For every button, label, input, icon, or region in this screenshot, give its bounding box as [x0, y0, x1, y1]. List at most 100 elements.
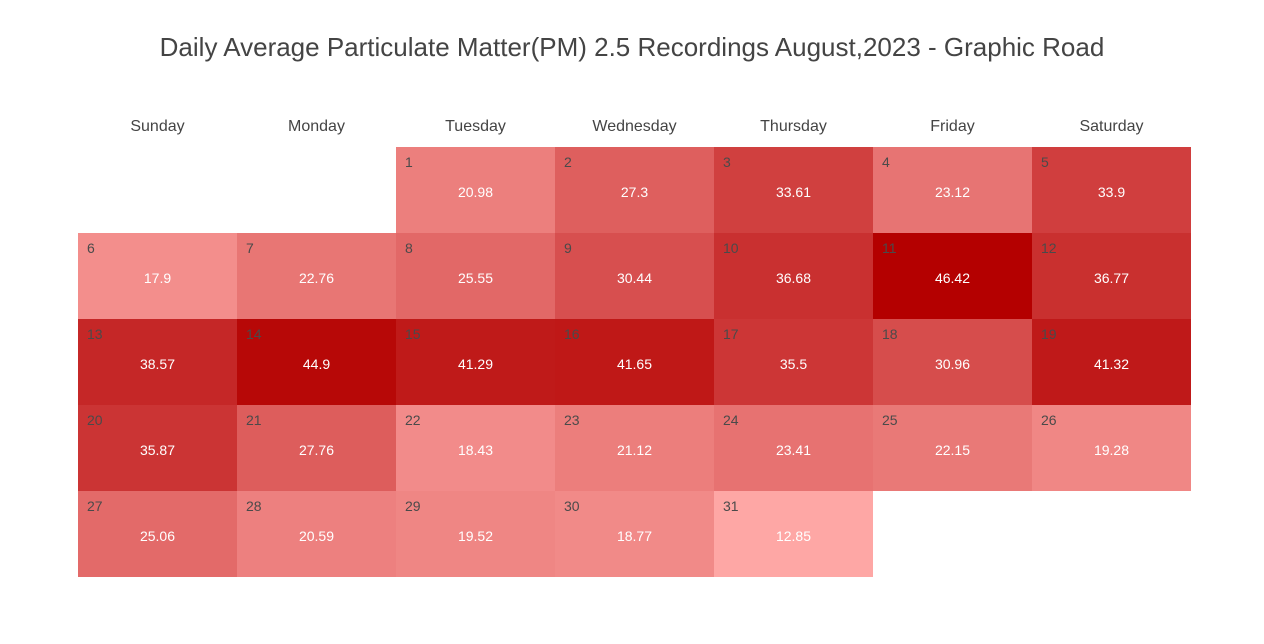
- heatmap-cell-day-21: 21 27.76: [237, 405, 396, 491]
- value-label: 36.77: [1093, 270, 1130, 286]
- value-label: 35.5: [779, 356, 808, 372]
- value-label: 12.85: [775, 528, 812, 544]
- value-label: 30.44: [616, 270, 653, 286]
- value-label: 41.65: [616, 356, 653, 372]
- value-label: 41.32: [1093, 356, 1130, 372]
- heatmap-cell-day-22: 22 18.43: [396, 405, 555, 491]
- value-label: 27.76: [298, 442, 335, 458]
- heatmap-cell-day-4: 4 23.12: [873, 147, 1032, 233]
- value-label: 20.98: [457, 184, 494, 200]
- day-number-label: 7: [246, 240, 254, 256]
- heatmap-cell-day-3: 3 33.61: [714, 147, 873, 233]
- value-label: 18.77: [616, 528, 653, 544]
- heatmap-cell-day-24: 24 23.41: [714, 405, 873, 491]
- day-number-label: 3: [723, 154, 731, 170]
- heatmap-cell-day-19: 19 41.32: [1032, 319, 1191, 405]
- weekday-label-saturday: Saturday: [1079, 118, 1144, 135]
- weekday-label-sunday: Sunday: [130, 118, 185, 135]
- chart-title: Daily Average Particulate Matter(PM) 2.5…: [159, 32, 1105, 62]
- heatmap-cell-day-30: 30 18.77: [555, 491, 714, 577]
- day-number-label: 15: [405, 326, 421, 342]
- day-number-label: 22: [405, 412, 421, 428]
- weekday-label-thursday: Thursday: [760, 118, 827, 135]
- weekday-label-monday: Monday: [288, 118, 345, 135]
- heatmap-cell-day-12: 12 36.77: [1032, 233, 1191, 319]
- day-number-label: 1: [405, 154, 413, 170]
- value-label: 33.61: [775, 184, 812, 200]
- heatmap-cell-day-6: 6 17.9: [78, 233, 237, 319]
- day-number-label: 10: [723, 240, 739, 256]
- heatmap-cell-day-28: 28 20.59: [237, 491, 396, 577]
- day-number-label: 9: [564, 240, 572, 256]
- day-number-label: 5: [1041, 154, 1049, 170]
- day-number-label: 12: [1041, 240, 1057, 256]
- value-label: 33.9: [1097, 184, 1126, 200]
- heatmap-cell-day-9: 9 30.44: [555, 233, 714, 319]
- heatmap-cell-day-15: 15 41.29: [396, 319, 555, 405]
- heatmap-cell-day-13: 13 38.57: [78, 319, 237, 405]
- value-label: 23.12: [934, 184, 971, 200]
- day-number-label: 11: [882, 240, 897, 256]
- value-label: 19.52: [457, 528, 494, 544]
- day-number-label: 24: [723, 412, 739, 428]
- heatmap-cell-day-23: 23 21.12: [555, 405, 714, 491]
- value-label: 19.28: [1093, 442, 1130, 458]
- value-label: 46.42: [934, 270, 971, 286]
- value-label: 21.12: [616, 442, 653, 458]
- value-label: 20.59: [298, 528, 335, 544]
- day-number-label: 14: [246, 326, 262, 342]
- day-number-label: 21: [246, 412, 262, 428]
- value-label: 35.87: [139, 442, 176, 458]
- day-number-label: 26: [1041, 412, 1057, 428]
- value-label: 38.57: [139, 356, 176, 372]
- value-label: 22.76: [298, 270, 335, 286]
- weekday-label-friday: Friday: [930, 118, 975, 135]
- value-label: 22.15: [934, 442, 971, 458]
- heatmap-cell-day-31: 31 12.85: [714, 491, 873, 577]
- day-number-label: 25: [882, 412, 898, 428]
- heatmap-cell-day-25: 25 22.15: [873, 405, 1032, 491]
- heatmap-cell-day-27: 27 25.06: [78, 491, 237, 577]
- value-label: 27.3: [620, 184, 649, 200]
- day-number-label: 27: [87, 498, 103, 514]
- value-label: 25.55: [457, 270, 494, 286]
- day-number-label: 16: [564, 326, 580, 342]
- heatmap-cell-day-10: 10 36.68: [714, 233, 873, 319]
- day-number-label: 19: [1041, 326, 1057, 342]
- heatmap-cell-day-14: 14 44.9: [237, 319, 396, 405]
- heatmap-cell-day-1: 1 20.98: [396, 147, 555, 233]
- heatmap-cell-day-18: 18 30.96: [873, 319, 1032, 405]
- day-number-label: 13: [87, 326, 103, 342]
- heatmap-cell-day-20: 20 35.87: [78, 405, 237, 491]
- day-number-label: 8: [405, 240, 413, 256]
- day-number-label: 18: [882, 326, 898, 342]
- value-label: 23.41: [775, 442, 812, 458]
- value-label: 44.9: [302, 356, 331, 372]
- heatmap-cell-day-17: 17 35.5: [714, 319, 873, 405]
- value-label: 41.29: [457, 356, 494, 372]
- value-label: 25.06: [139, 528, 176, 544]
- day-number-label: 23: [564, 412, 580, 428]
- heatmap-cell-day-26: 26 19.28: [1032, 405, 1191, 491]
- heatmap-cell-day-11: 11 46.42: [873, 233, 1032, 319]
- heatmap-cell-day-29: 29 19.52: [396, 491, 555, 577]
- day-number-label: 30: [564, 498, 580, 514]
- weekday-label-tuesday: Tuesday: [445, 118, 506, 135]
- day-number-label: 6: [87, 240, 95, 256]
- day-number-label: 2: [564, 154, 572, 170]
- day-number-label: 29: [405, 498, 421, 514]
- day-number-label: 20: [87, 412, 103, 428]
- weekday-label-wednesday: Wednesday: [592, 118, 677, 135]
- day-number-label: 17: [723, 326, 739, 342]
- day-number-label: 31: [723, 498, 739, 514]
- day-number-label: 28: [246, 498, 262, 514]
- heatmap-cell-day-2: 2 27.3: [555, 147, 714, 233]
- heatmap-cell-day-8: 8 25.55: [396, 233, 555, 319]
- heatmap-cell-day-7: 7 22.76: [237, 233, 396, 319]
- value-label: 36.68: [775, 270, 812, 286]
- heatmap-cell-day-16: 16 41.65: [555, 319, 714, 405]
- heatmap-cell-day-5: 5 33.9: [1032, 147, 1191, 233]
- day-number-label: 4: [882, 154, 890, 170]
- value-label: 18.43: [457, 442, 494, 458]
- value-label: 30.96: [934, 356, 971, 372]
